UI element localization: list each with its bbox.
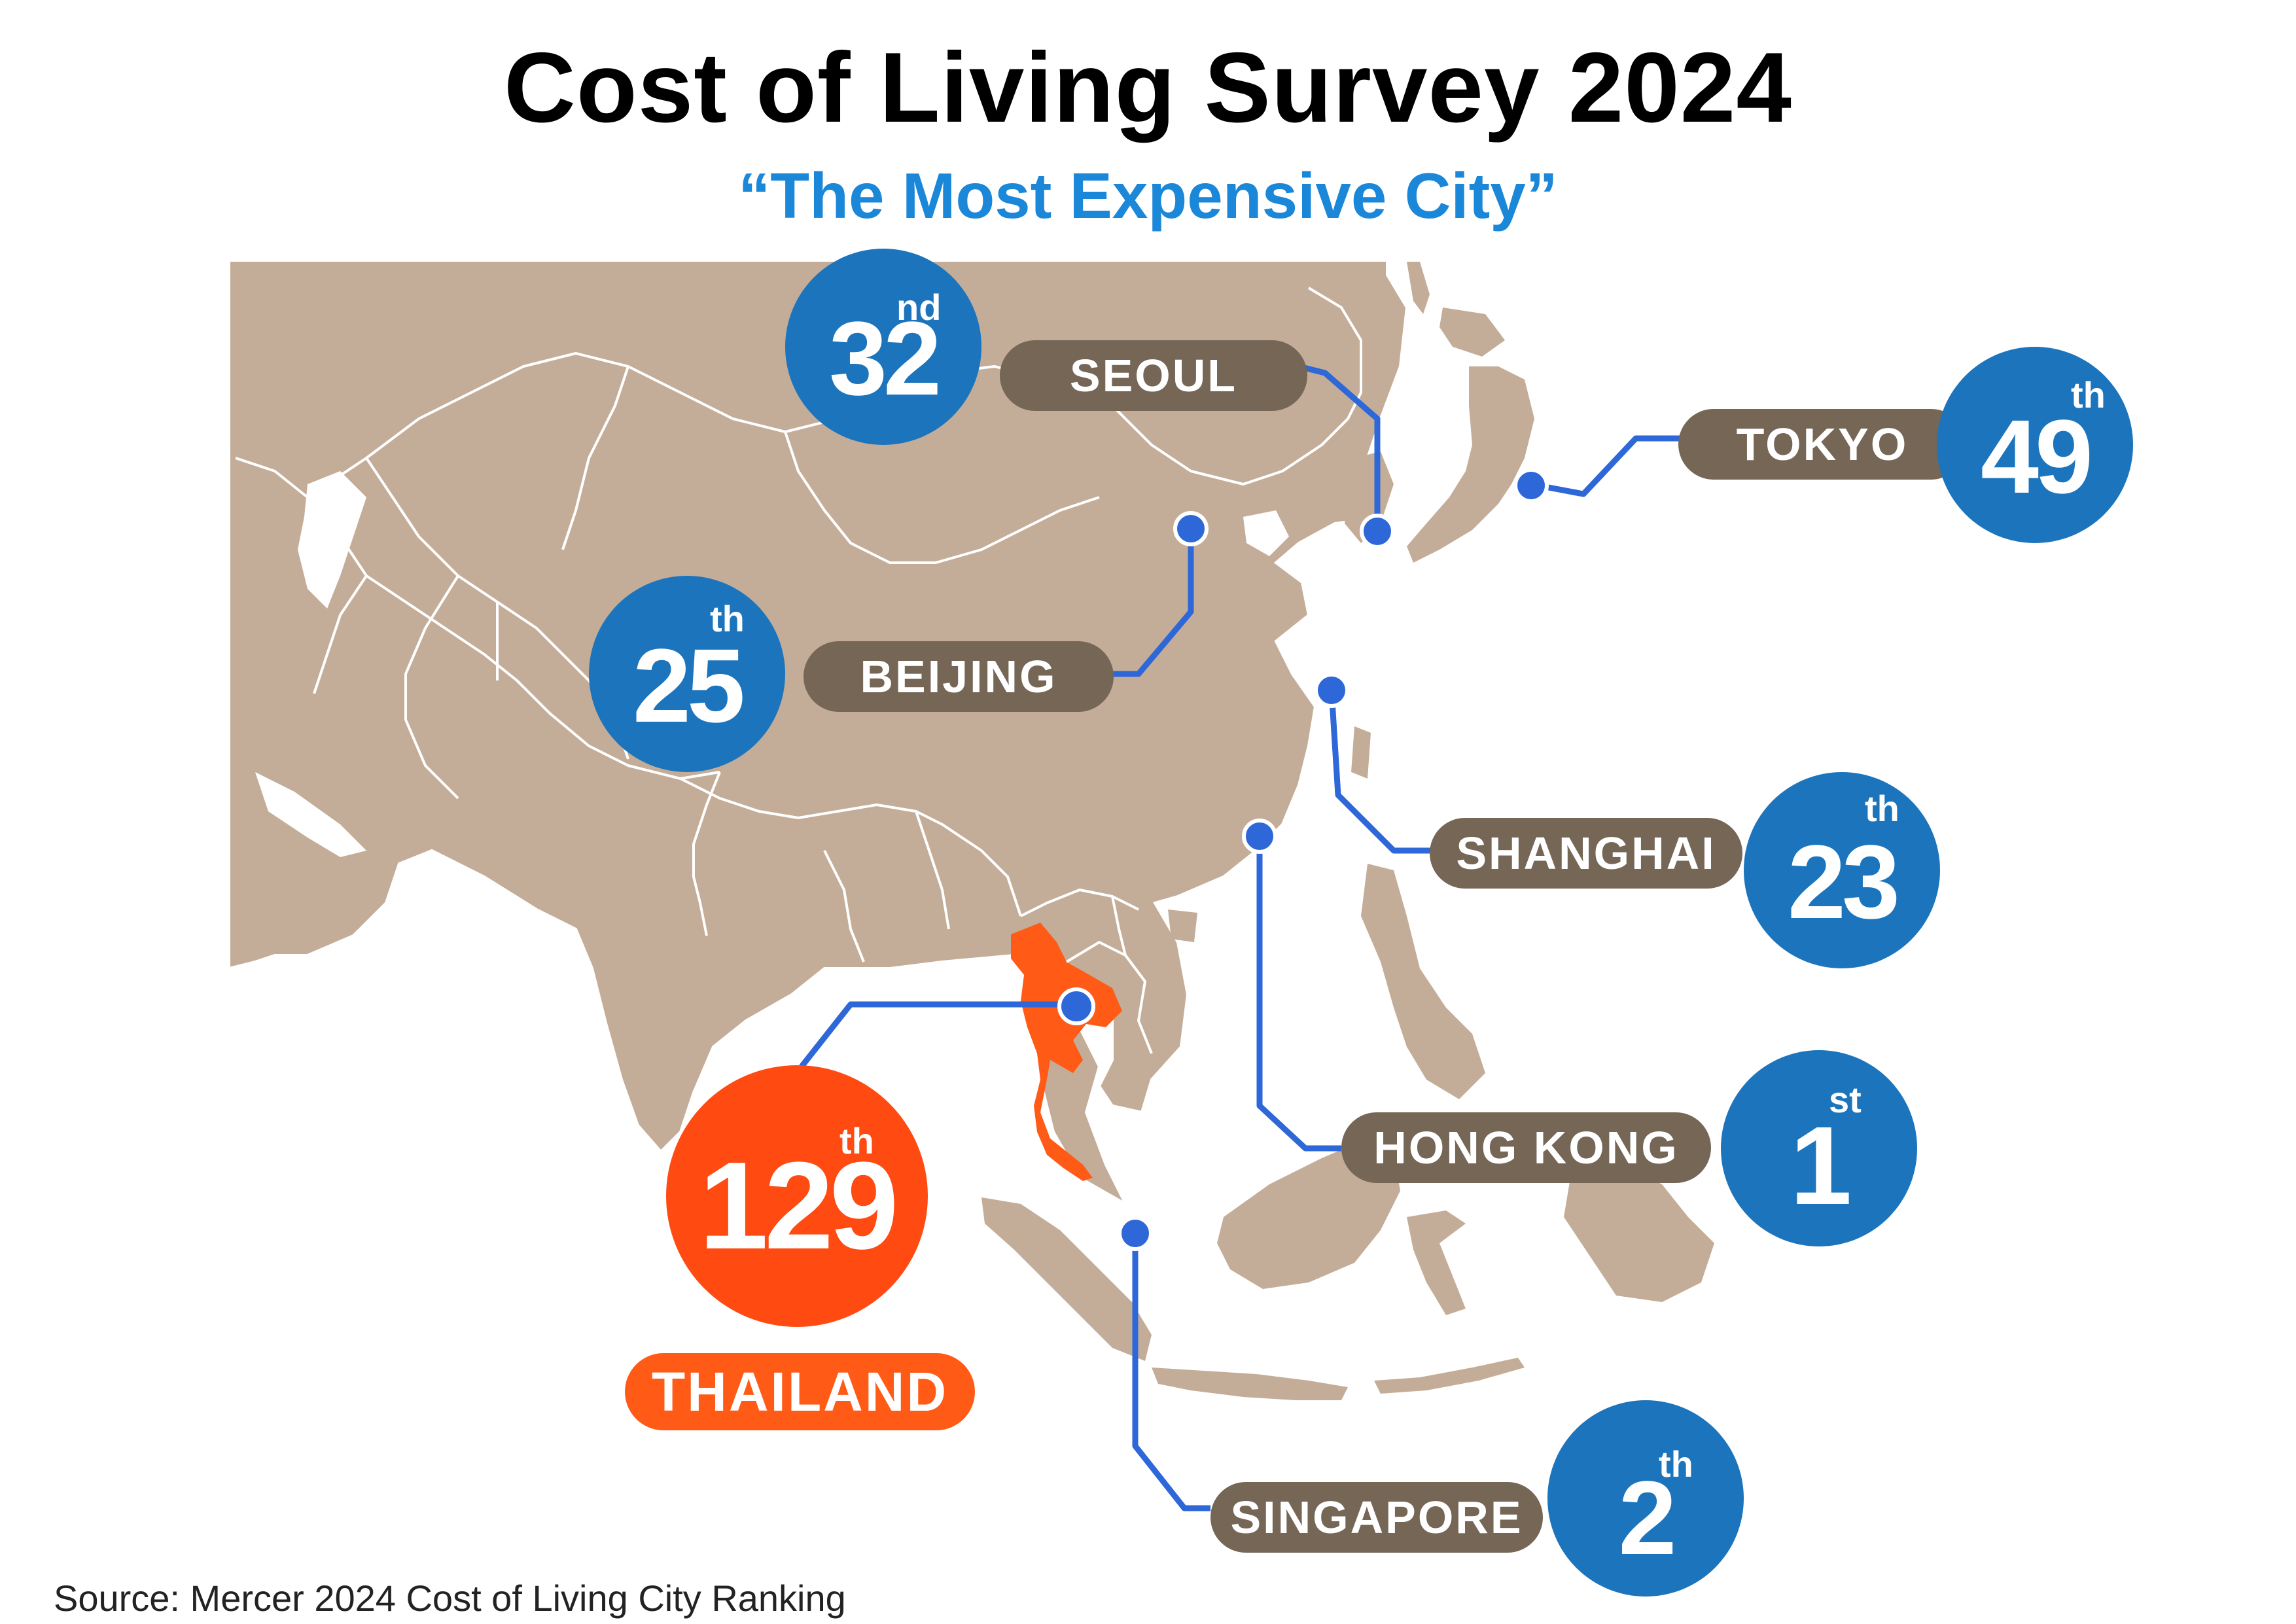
bangkok-marker bbox=[1057, 987, 1095, 1025]
rank-number: 49 bbox=[1981, 398, 2093, 515]
rank-suffix: th bbox=[710, 598, 745, 639]
tokyo-marker bbox=[1513, 468, 1549, 503]
rank-badge-hong-kong: 1 st bbox=[1721, 1050, 1917, 1246]
rank-badge-beijing: 25 th bbox=[589, 576, 785, 772]
bohai-sea bbox=[1243, 510, 1289, 556]
rank-number: 1 bbox=[1790, 1104, 1852, 1228]
caspian-sea bbox=[298, 471, 366, 609]
rank-number: 129 bbox=[699, 1137, 898, 1275]
city-markers bbox=[1057, 468, 1549, 1251]
java-landmass bbox=[1152, 1368, 1348, 1400]
beijing-marker bbox=[1173, 511, 1209, 546]
rank-suffix: th bbox=[2071, 374, 2106, 415]
shanghai-marker bbox=[1314, 673, 1349, 708]
rank-badge-singapore: 2 th bbox=[1547, 1400, 1744, 1597]
connector-lines bbox=[799, 363, 1688, 1511]
rank-number: 32 bbox=[829, 300, 942, 417]
rank-number: 25 bbox=[633, 627, 745, 744]
city-label-beijing: BEIJING bbox=[804, 641, 1114, 712]
taiwan-landmass bbox=[1351, 726, 1371, 779]
new-guinea-landmass bbox=[1564, 1165, 1714, 1302]
rank-number: 23 bbox=[1788, 823, 1900, 940]
rank-badge-tokyo: 49 th bbox=[1937, 347, 2133, 543]
sulawesi-landmass bbox=[1407, 1210, 1466, 1315]
rank-suffix: th bbox=[1659, 1443, 1693, 1485]
rank-suffix: th bbox=[839, 1120, 874, 1161]
timor-landmass bbox=[1374, 1358, 1525, 1394]
hong-kong-marker bbox=[1242, 819, 1277, 854]
rank-suffix: th bbox=[1865, 788, 1899, 829]
city-label-singapore: SINGAPORE bbox=[1210, 1482, 1543, 1553]
rank-badge-seoul: 32 nd bbox=[785, 249, 981, 445]
sakhalin-landmass bbox=[1407, 262, 1430, 314]
sumatra-landmass bbox=[981, 1197, 1152, 1361]
singapore-marker bbox=[1118, 1216, 1153, 1251]
persian-gulf bbox=[255, 772, 366, 857]
country-label-thailand: THAILAND bbox=[625, 1353, 975, 1430]
rank-number: 2 bbox=[1618, 1459, 1677, 1576]
source-note: Source: Mercer 2024 Cost of Living City … bbox=[54, 1578, 846, 1619]
rank-suffix: nd bbox=[896, 287, 942, 328]
borneo-landmass bbox=[1217, 1139, 1400, 1289]
city-label-seoul: SEOUL bbox=[1000, 340, 1307, 411]
thailand-shape bbox=[1011, 923, 1122, 1181]
page-subtitle: “The Most Expensive City” bbox=[738, 160, 1558, 232]
page-title: Cost of Living Survey 2024 bbox=[504, 32, 1792, 143]
hainan-landmass bbox=[1168, 909, 1197, 942]
city-label-tokyo: TOKYO bbox=[1678, 409, 1966, 480]
city-label-shanghai: SHANGHAI bbox=[1430, 818, 1742, 889]
rank-suffix: st bbox=[1829, 1079, 1862, 1120]
city-label-hong-kong: HONG KONG bbox=[1341, 1112, 1711, 1183]
rank-badge-thailand: 129 th bbox=[666, 1065, 928, 1327]
japan-landmass bbox=[1407, 366, 1534, 563]
rank-badge-shanghai: 23 th bbox=[1744, 772, 1940, 968]
hokkaido-landmass bbox=[1439, 308, 1505, 357]
philippines-landmass bbox=[1361, 864, 1485, 1099]
seoul-marker bbox=[1360, 514, 1395, 549]
